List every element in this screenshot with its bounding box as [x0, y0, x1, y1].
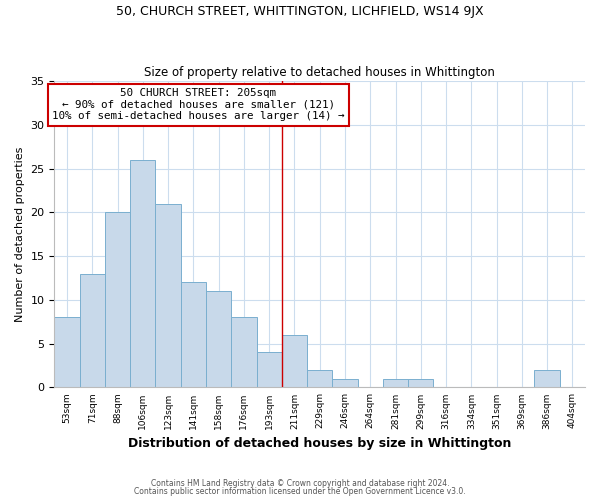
Y-axis label: Number of detached properties: Number of detached properties	[15, 146, 25, 322]
Bar	[181, 282, 206, 388]
Bar	[130, 160, 155, 388]
Bar	[231, 318, 257, 388]
Bar	[155, 204, 181, 388]
Bar	[206, 291, 231, 388]
Bar	[55, 318, 80, 388]
Text: Contains public sector information licensed under the Open Government Licence v3: Contains public sector information licen…	[134, 487, 466, 496]
Title: Size of property relative to detached houses in Whittington: Size of property relative to detached ho…	[144, 66, 495, 78]
Bar	[307, 370, 332, 388]
Bar	[383, 378, 408, 388]
Text: 50 CHURCH STREET: 205sqm
← 90% of detached houses are smaller (121)
10% of semi-: 50 CHURCH STREET: 205sqm ← 90% of detach…	[52, 88, 344, 122]
Bar	[105, 212, 130, 388]
Text: Contains HM Land Registry data © Crown copyright and database right 2024.: Contains HM Land Registry data © Crown c…	[151, 478, 449, 488]
Bar	[332, 378, 358, 388]
Bar	[80, 274, 105, 388]
Bar	[408, 378, 433, 388]
Bar	[282, 335, 307, 388]
X-axis label: Distribution of detached houses by size in Whittington: Distribution of detached houses by size …	[128, 437, 511, 450]
Text: 50, CHURCH STREET, WHITTINGTON, LICHFIELD, WS14 9JX: 50, CHURCH STREET, WHITTINGTON, LICHFIEL…	[116, 5, 484, 18]
Bar	[535, 370, 560, 388]
Bar	[257, 352, 282, 388]
